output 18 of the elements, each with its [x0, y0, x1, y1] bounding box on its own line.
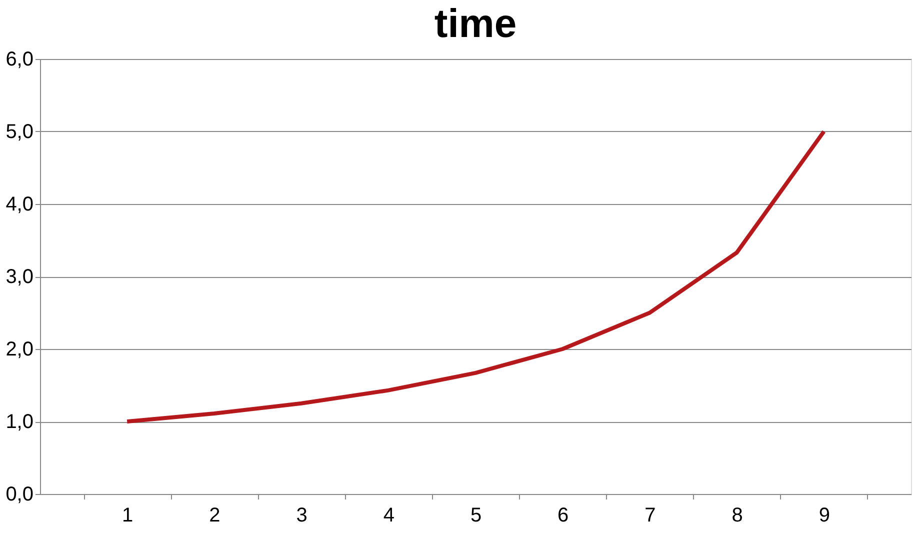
x-tick-label: 3 [296, 504, 308, 526]
x-tick-label: 9 [818, 504, 830, 526]
chart-title: time [434, 2, 517, 46]
y-tick-label: 2,0 [6, 338, 34, 360]
line-series [125, 130, 826, 424]
x-tick-label: 2 [209, 504, 220, 526]
y-tick-label: 0,0 [6, 484, 34, 506]
x-tick-label: 7 [644, 504, 656, 526]
x-tick-label: 5 [470, 504, 482, 526]
y-tick-label: 5,0 [6, 121, 34, 143]
y-tick-label: 3,0 [6, 266, 34, 288]
x-tick-label: 8 [732, 504, 743, 526]
x-tick-label: 1 [122, 504, 134, 526]
y-tick-label: 1,0 [6, 411, 34, 433]
y-tick-label: 4,0 [6, 194, 34, 216]
x-tick-label: 4 [383, 504, 394, 526]
x-tick-label: 6 [558, 504, 569, 526]
y-tick-label: 6,0 [6, 48, 34, 70]
